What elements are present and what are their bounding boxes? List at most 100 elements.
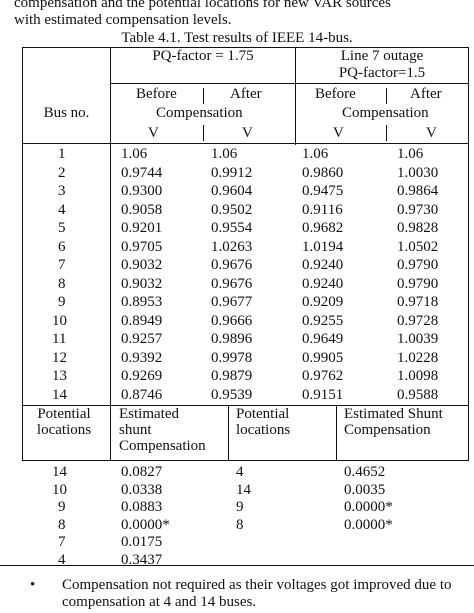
rule-sub-2 — [386, 88, 387, 104]
estimated-compensation: 0.0035 — [344, 481, 386, 498]
potential-location: 4 — [236, 464, 244, 480]
potential-location: 8 — [236, 516, 244, 533]
v-before-outage: 0.9860 — [302, 164, 344, 181]
lower-header-potential-2: Potential locations — [236, 406, 290, 438]
bus-number: 8 — [58, 275, 66, 292]
v-after-pq175: 0.9912 — [211, 164, 253, 181]
header-after-1: After — [230, 86, 262, 102]
intro-text: compensation and the potential locations… — [14, 0, 474, 29]
footnote-text: Compensation not required as their volta… — [62, 577, 452, 610]
v-before-outage: 0.9905 — [302, 349, 344, 366]
bus-number: 2 — [58, 164, 66, 181]
bus-number: 7 — [58, 257, 66, 273]
v-after-outage: 0.9728 — [397, 312, 439, 329]
bus-number: 13 — [52, 368, 67, 384]
table-caption: Table 4.1. Test results of IEEE 14-bus. — [121, 30, 353, 46]
v-before-outage: 1.06 — [302, 146, 329, 162]
v-before-pq175: 0.9392 — [121, 349, 163, 366]
rule-sub-1 — [203, 88, 204, 104]
estimated-compensation: 0.4652 — [344, 464, 386, 480]
v-before-outage: 0.9209 — [302, 294, 344, 310]
v-after-outage: 1.0502 — [397, 238, 439, 255]
estimated-compensation: 0.0000* — [344, 499, 393, 515]
v-after-outage: 1.0228 — [397, 349, 439, 366]
v-after-pq175: 0.9879 — [211, 368, 253, 384]
header-unit-2: V — [242, 125, 253, 141]
v-before-outage: 0.9475 — [302, 183, 344, 199]
potential-location: 4 — [58, 551, 66, 568]
v-before-pq175: 0.8949 — [121, 312, 163, 329]
estimated-compensation: 0.0883 — [121, 499, 163, 515]
rule-lower-col-2 — [336, 405, 337, 460]
lower-header-line: Compensation — [344, 422, 431, 438]
estimated-compensation: 0.3437 — [121, 551, 163, 568]
v-before-outage: 0.9649 — [302, 331, 344, 347]
v-after-outage: 0.9828 — [397, 220, 439, 236]
lower-header-line: Compensation — [119, 438, 206, 454]
lower-header-line: shunt — [119, 422, 152, 438]
v-after-pq175: 0.9896 — [211, 331, 253, 347]
rule-header-mid — [110, 83, 469, 84]
estimated-compensation: 0.0000* — [344, 516, 393, 533]
v-after-pq175: 0.9676 — [211, 257, 253, 273]
rule-header-bottom — [22, 143, 469, 144]
v-after-outage: 0.9864 — [397, 183, 439, 199]
potential-location: 14 — [52, 464, 67, 480]
v-after-pq175: 0.9676 — [211, 275, 253, 292]
header-after-2: After — [410, 86, 442, 102]
v-before-pq175: 0.9032 — [121, 257, 163, 273]
header-compensation-1: Compensation — [156, 105, 243, 121]
v-before-outage: 0.9116 — [302, 201, 343, 218]
intro-line-2: with estimated compensation levels. — [14, 12, 232, 28]
bus-number: 14 — [52, 386, 67, 403]
rule-table-bottom — [0, 565, 474, 566]
rule-right — [468, 47, 469, 460]
v-after-outage: 0.9790 — [397, 257, 439, 273]
v-after-pq175: 0.9978 — [211, 349, 253, 366]
estimated-compensation: 0.0175 — [121, 534, 163, 550]
header-before-2: Before — [315, 86, 356, 102]
potential-location: 9 — [236, 499, 244, 515]
bus-number: 3 — [58, 183, 66, 199]
bus-number: 10 — [52, 312, 67, 329]
estimated-compensation: 0.0000* — [121, 516, 170, 533]
potential-location: 7 — [58, 534, 66, 550]
intro-line-1: compensation and the potential locations… — [14, 0, 391, 11]
rule-col-bus — [110, 47, 111, 460]
v-before-outage: 1.0194 — [302, 238, 344, 255]
v-after-outage: 1.06 — [397, 146, 424, 162]
potential-location: 10 — [52, 481, 67, 498]
lower-header-line: Potential — [236, 406, 290, 422]
v-before-pq175: 0.9744 — [121, 164, 163, 181]
rule-lower-col-1 — [228, 405, 229, 460]
v-before-pq175: 0.9058 — [121, 201, 163, 218]
potential-location: 8 — [58, 516, 66, 533]
lower-header-estimated-1: Estimated shunt Compensation — [119, 406, 206, 454]
v-after-outage: 0.9588 — [397, 386, 439, 403]
header-compensation-2: Compensation — [342, 105, 429, 121]
bus-number: 5 — [58, 220, 66, 236]
header-line7-outage: Line 7 outage — [340, 48, 424, 64]
lower-header-line: Potential — [37, 406, 91, 422]
lower-header-line: locations — [36, 422, 92, 438]
v-after-pq175: 0.9677 — [211, 294, 253, 310]
v-after-outage: 1.0098 — [397, 368, 439, 384]
v-before-pq175: 0.9032 — [121, 275, 163, 292]
bus-number: 4 — [58, 201, 66, 218]
header-unit-4: V — [426, 125, 437, 141]
v-after-outage: 0.9718 — [397, 294, 439, 310]
v-before-outage: 0.9682 — [302, 220, 344, 236]
v-after-pq175: 0.9604 — [211, 183, 253, 199]
bus-number: 12 — [52, 349, 67, 366]
bus-number: 9 — [58, 294, 66, 310]
potential-location: 9 — [58, 499, 66, 515]
v-before-outage: 0.9762 — [302, 368, 344, 384]
header-unit-1: V — [148, 125, 159, 141]
rule-sub-4 — [386, 125, 387, 141]
header-pq-175: PQ-factor = 1.75 — [152, 48, 254, 64]
rule-sub-3 — [203, 125, 204, 141]
rule-lower-header — [22, 460, 469, 461]
lower-header-line: Estimated — [119, 406, 179, 422]
estimated-compensation: 0.0338 — [121, 481, 163, 498]
v-after-outage: 0.9730 — [397, 201, 439, 218]
